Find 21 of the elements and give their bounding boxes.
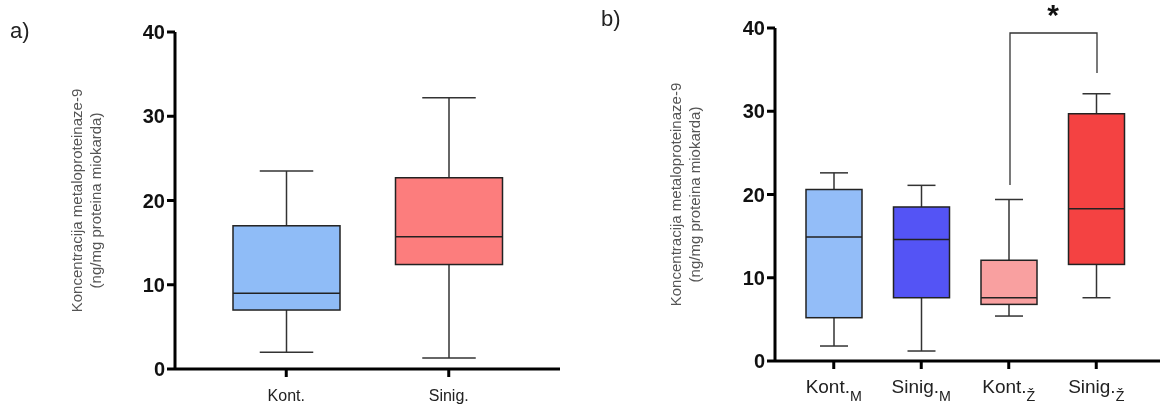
x-tick-label: Kont.$_{Ž}$ <box>982 376 1036 404</box>
y-tick-label: 40 <box>742 17 765 40</box>
y-tick-label: 30 <box>742 100 765 123</box>
y-tick-label: 0 <box>753 350 765 373</box>
y-tick-label: 20 <box>142 189 165 212</box>
x-tick-label: Sinig. <box>428 387 469 404</box>
y-tick-label: 20 <box>742 183 765 206</box>
x-tick-label: Sinig.$_{M}$ <box>891 376 951 404</box>
x-tick-label: Sinig.$_{Ž}$ <box>1068 376 1125 404</box>
y-tick-label: 10 <box>142 273 165 296</box>
annotation: * <box>1046 0 1060 31</box>
y-tick-label: 0 <box>153 358 165 381</box>
text: b) <box>601 6 621 32</box>
y-tick-label: 30 <box>142 105 165 128</box>
y-tick-label: 40 <box>142 21 165 44</box>
y-axis-title: Koncentracija metaloproteinaze-9 (ng/mg proteina miokarda) <box>667 82 703 307</box>
text: a) <box>10 18 30 44</box>
x-tick-label: Kont. <box>267 387 305 404</box>
y-tick-label: 10 <box>742 266 765 289</box>
x-tick-label: Kont.$_{M}$ <box>805 376 862 404</box>
y-axis-title: Koncentracija metaloproteinaze-9 (ng/mg proteina miokarda) <box>68 88 104 313</box>
